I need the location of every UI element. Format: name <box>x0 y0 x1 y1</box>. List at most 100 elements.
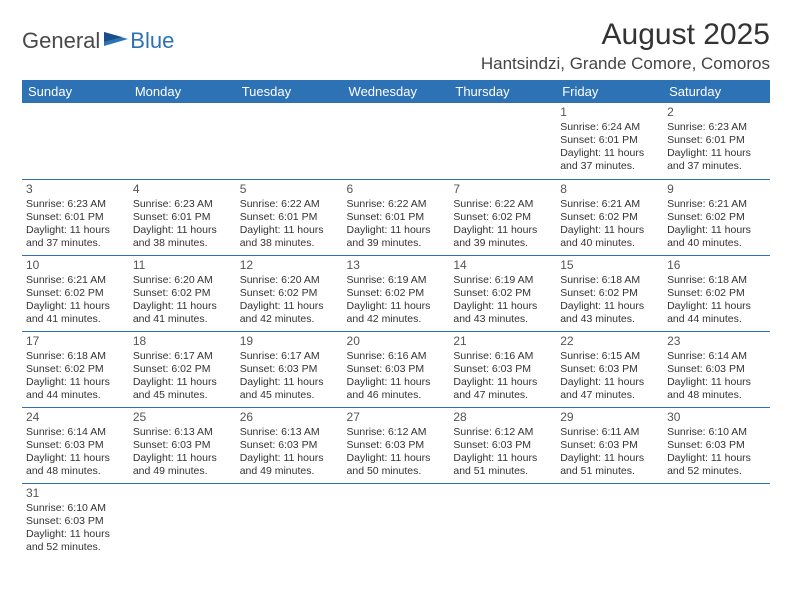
logo-text-blue: Blue <box>130 28 174 54</box>
calendar-cell: 29Sunrise: 6:11 AMSunset: 6:03 PMDayligh… <box>556 407 663 483</box>
calendar-cell: 16Sunrise: 6:18 AMSunset: 6:02 PMDayligh… <box>663 255 770 331</box>
sunrise-line: Sunrise: 6:14 AM <box>667 350 766 363</box>
day-number: 30 <box>667 410 766 425</box>
calendar-cell: 12Sunrise: 6:20 AMSunset: 6:02 PMDayligh… <box>236 255 343 331</box>
daylight-line: Daylight: 11 hours and 41 minutes. <box>26 300 125 326</box>
sunset-line: Sunset: 6:03 PM <box>667 439 766 452</box>
sunset-line: Sunset: 6:01 PM <box>26 211 125 224</box>
calendar-cell: 15Sunrise: 6:18 AMSunset: 6:02 PMDayligh… <box>556 255 663 331</box>
sunset-line: Sunset: 6:02 PM <box>240 287 339 300</box>
daylight-line: Daylight: 11 hours and 45 minutes. <box>133 376 232 402</box>
calendar-row: 3Sunrise: 6:23 AMSunset: 6:01 PMDaylight… <box>22 179 770 255</box>
day-header: Saturday <box>663 80 770 103</box>
daylight-line: Daylight: 11 hours and 47 minutes. <box>453 376 552 402</box>
sunrise-line: Sunrise: 6:22 AM <box>240 198 339 211</box>
sunrise-line: Sunrise: 6:17 AM <box>133 350 232 363</box>
calendar-row: 10Sunrise: 6:21 AMSunset: 6:02 PMDayligh… <box>22 255 770 331</box>
day-number: 19 <box>240 334 339 349</box>
sunset-line: Sunset: 6:02 PM <box>560 287 659 300</box>
sunrise-line: Sunrise: 6:23 AM <box>26 198 125 211</box>
sunrise-line: Sunrise: 6:13 AM <box>133 426 232 439</box>
sunrise-line: Sunrise: 6:12 AM <box>453 426 552 439</box>
sunrise-line: Sunrise: 6:11 AM <box>560 426 659 439</box>
day-number: 8 <box>560 182 659 197</box>
sunrise-line: Sunrise: 6:10 AM <box>667 426 766 439</box>
calendar-cell: 14Sunrise: 6:19 AMSunset: 6:02 PMDayligh… <box>449 255 556 331</box>
calendar-cell: 20Sunrise: 6:16 AMSunset: 6:03 PMDayligh… <box>343 331 450 407</box>
day-header: Monday <box>129 80 236 103</box>
sunset-line: Sunset: 6:03 PM <box>347 439 446 452</box>
calendar-cell: 9Sunrise: 6:21 AMSunset: 6:02 PMDaylight… <box>663 179 770 255</box>
daylight-line: Daylight: 11 hours and 43 minutes. <box>560 300 659 326</box>
sunrise-line: Sunrise: 6:17 AM <box>240 350 339 363</box>
day-number: 16 <box>667 258 766 273</box>
daylight-line: Daylight: 11 hours and 48 minutes. <box>667 376 766 402</box>
day-number: 26 <box>240 410 339 425</box>
sunrise-line: Sunrise: 6:23 AM <box>133 198 232 211</box>
day-header: Sunday <box>22 80 129 103</box>
calendar-cell <box>236 483 343 559</box>
daylight-line: Daylight: 11 hours and 45 minutes. <box>240 376 339 402</box>
calendar-cell: 7Sunrise: 6:22 AMSunset: 6:02 PMDaylight… <box>449 179 556 255</box>
calendar-cell: 19Sunrise: 6:17 AMSunset: 6:03 PMDayligh… <box>236 331 343 407</box>
calendar-cell: 23Sunrise: 6:14 AMSunset: 6:03 PMDayligh… <box>663 331 770 407</box>
sunrise-line: Sunrise: 6:22 AM <box>453 198 552 211</box>
daylight-line: Daylight: 11 hours and 46 minutes. <box>347 376 446 402</box>
sunrise-line: Sunrise: 6:21 AM <box>667 198 766 211</box>
day-number: 23 <box>667 334 766 349</box>
day-number: 14 <box>453 258 552 273</box>
sunrise-line: Sunrise: 6:21 AM <box>560 198 659 211</box>
sunrise-line: Sunrise: 6:19 AM <box>453 274 552 287</box>
daylight-line: Daylight: 11 hours and 37 minutes. <box>667 147 766 173</box>
calendar-cell: 26Sunrise: 6:13 AMSunset: 6:03 PMDayligh… <box>236 407 343 483</box>
calendar-cell <box>129 483 236 559</box>
sunset-line: Sunset: 6:03 PM <box>347 363 446 376</box>
logo-text-general: General <box>22 28 100 54</box>
sunset-line: Sunset: 6:02 PM <box>453 287 552 300</box>
page-header: General Blue August 2025 Hantsindzi, Gra… <box>22 18 770 74</box>
sunset-line: Sunset: 6:01 PM <box>667 134 766 147</box>
sunrise-line: Sunrise: 6:18 AM <box>26 350 125 363</box>
calendar-cell: 25Sunrise: 6:13 AMSunset: 6:03 PMDayligh… <box>129 407 236 483</box>
calendar-cell: 8Sunrise: 6:21 AMSunset: 6:02 PMDaylight… <box>556 179 663 255</box>
day-number: 13 <box>347 258 446 273</box>
calendar-cell: 4Sunrise: 6:23 AMSunset: 6:01 PMDaylight… <box>129 179 236 255</box>
day-number: 18 <box>133 334 232 349</box>
daylight-line: Daylight: 11 hours and 38 minutes. <box>133 224 232 250</box>
sunrise-line: Sunrise: 6:16 AM <box>347 350 446 363</box>
day-number: 20 <box>347 334 446 349</box>
calendar-cell <box>343 103 450 179</box>
daylight-line: Daylight: 11 hours and 37 minutes. <box>560 147 659 173</box>
daylight-line: Daylight: 11 hours and 52 minutes. <box>667 452 766 478</box>
daylight-line: Daylight: 11 hours and 48 minutes. <box>26 452 125 478</box>
sunset-line: Sunset: 6:03 PM <box>453 439 552 452</box>
daylight-line: Daylight: 11 hours and 50 minutes. <box>347 452 446 478</box>
calendar-cell: 17Sunrise: 6:18 AMSunset: 6:02 PMDayligh… <box>22 331 129 407</box>
daylight-line: Daylight: 11 hours and 40 minutes. <box>667 224 766 250</box>
daylight-line: Daylight: 11 hours and 39 minutes. <box>347 224 446 250</box>
title-block: August 2025 Hantsindzi, Grande Comore, C… <box>481 18 770 74</box>
day-number: 10 <box>26 258 125 273</box>
sunset-line: Sunset: 6:02 PM <box>667 287 766 300</box>
day-number: 11 <box>133 258 232 273</box>
daylight-line: Daylight: 11 hours and 42 minutes. <box>240 300 339 326</box>
day-number: 17 <box>26 334 125 349</box>
sunset-line: Sunset: 6:03 PM <box>133 439 232 452</box>
daylight-line: Daylight: 11 hours and 39 minutes. <box>453 224 552 250</box>
calendar-cell: 1Sunrise: 6:24 AMSunset: 6:01 PMDaylight… <box>556 103 663 179</box>
calendar-row: 24Sunrise: 6:14 AMSunset: 6:03 PMDayligh… <box>22 407 770 483</box>
sunset-line: Sunset: 6:03 PM <box>26 439 125 452</box>
daylight-line: Daylight: 11 hours and 44 minutes. <box>667 300 766 326</box>
sunset-line: Sunset: 6:02 PM <box>453 211 552 224</box>
sunrise-line: Sunrise: 6:13 AM <box>240 426 339 439</box>
calendar-cell: 2Sunrise: 6:23 AMSunset: 6:01 PMDaylight… <box>663 103 770 179</box>
daylight-line: Daylight: 11 hours and 51 minutes. <box>560 452 659 478</box>
calendar-row: 17Sunrise: 6:18 AMSunset: 6:02 PMDayligh… <box>22 331 770 407</box>
calendar-cell: 10Sunrise: 6:21 AMSunset: 6:02 PMDayligh… <box>22 255 129 331</box>
day-number: 12 <box>240 258 339 273</box>
calendar-cell <box>236 103 343 179</box>
day-number: 29 <box>560 410 659 425</box>
day-header: Wednesday <box>343 80 450 103</box>
calendar-row: 1Sunrise: 6:24 AMSunset: 6:01 PMDaylight… <box>22 103 770 179</box>
sunrise-line: Sunrise: 6:16 AM <box>453 350 552 363</box>
